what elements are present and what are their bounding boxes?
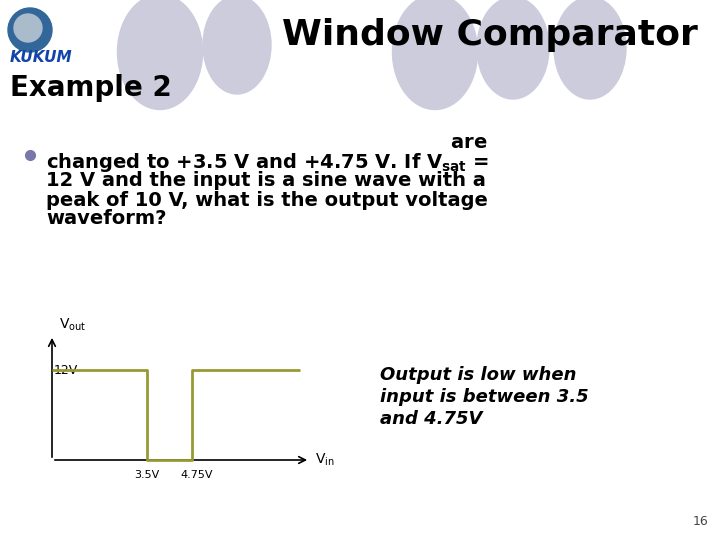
Text: changed to +3.5 V and +4.75 V. If $\mathbf{V_{sat}}$ =: changed to +3.5 V and +4.75 V. If $\math… — [46, 151, 489, 173]
Text: waveform?: waveform? — [46, 210, 166, 228]
Text: 16: 16 — [692, 515, 708, 528]
Ellipse shape — [203, 0, 271, 94]
Text: KUKUM: KUKUM — [10, 50, 73, 64]
Text: Output is low when: Output is low when — [380, 366, 577, 384]
Text: 4.75V: 4.75V — [181, 470, 213, 480]
Ellipse shape — [554, 0, 626, 99]
Text: In previous figure, the $\mathbf{V_{LTP}}$ and $\mathbf{V_{UTP}}$ are: In previous figure, the $\mathbf{V_{LTP}… — [46, 132, 487, 154]
Ellipse shape — [392, 0, 477, 110]
Text: 12 V and the input is a sine wave with a: 12 V and the input is a sine wave with a — [46, 172, 486, 191]
Circle shape — [14, 14, 42, 42]
Circle shape — [8, 8, 52, 52]
Text: input is between 3.5: input is between 3.5 — [380, 388, 589, 406]
Text: peak of 10 V, what is the output voltage: peak of 10 V, what is the output voltage — [46, 191, 488, 210]
Text: 12V: 12V — [54, 363, 78, 376]
Text: $\mathrm{V_{in}}$: $\mathrm{V_{in}}$ — [315, 452, 335, 468]
Text: $\mathrm{V_{out}}$: $\mathrm{V_{out}}$ — [59, 316, 86, 333]
Text: Window Comparator: Window Comparator — [282, 18, 698, 52]
Text: 3.5V: 3.5V — [135, 470, 160, 480]
FancyBboxPatch shape — [44, 133, 444, 153]
Text: In previous figure, the $\mathbf{V}$: In previous figure, the $\mathbf{V}$ — [46, 132, 316, 154]
Text: and 4.75V: and 4.75V — [380, 410, 482, 428]
Ellipse shape — [477, 0, 549, 99]
Ellipse shape — [117, 0, 202, 110]
Text: Example 2: Example 2 — [10, 74, 172, 102]
